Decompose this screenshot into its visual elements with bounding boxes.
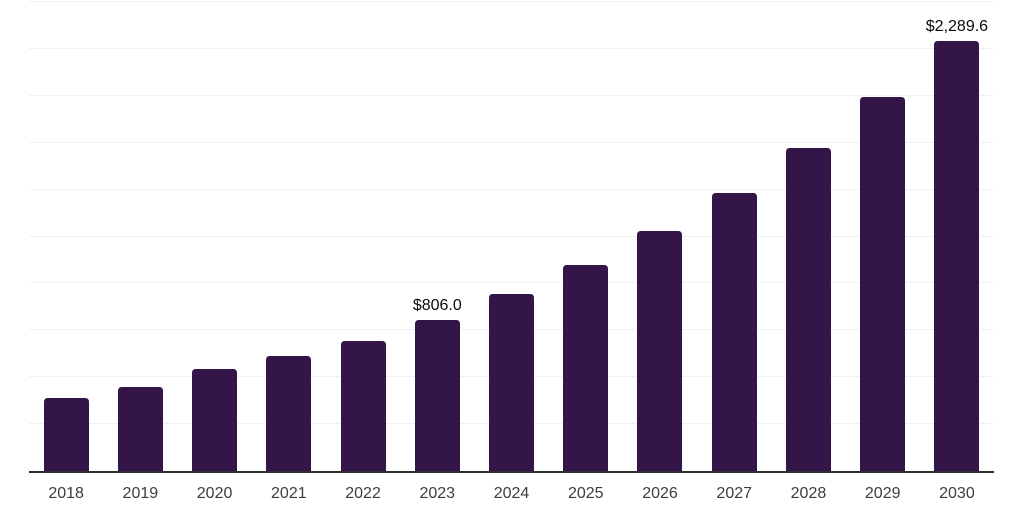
bar-slot-2026 <box>623 2 697 471</box>
x-tick-2029: 2029 <box>864 485 901 502</box>
x-axis: 2018 2019 2020 2021 2022 2023 2024 2025 2026 2027… <box>29 473 994 502</box>
x-tick-2022: 2022 <box>345 485 381 502</box>
gridline-1250 <box>29 235 994 237</box>
x-tick-2025: 2025 <box>567 485 604 502</box>
bar-slot-2019 <box>103 2 177 471</box>
bar-2022 <box>340 341 386 471</box>
x-tick-2019: 2019 <box>122 485 159 502</box>
data-label-2023: $806.0 <box>412 296 462 314</box>
bar-2027 <box>711 192 757 471</box>
bar-2030 <box>934 41 980 471</box>
x-tick-2028: 2028 <box>790 485 827 502</box>
x-tick-2020: 2020 <box>196 485 233 502</box>
bar-2028 <box>785 147 831 471</box>
bar-2018 <box>43 397 89 471</box>
x-tick-2030: 2030 <box>939 485 975 502</box>
bar-slot-2024 <box>474 2 548 471</box>
x-tick-2024: 2024 <box>493 485 530 502</box>
x-tick-2018: 2018 <box>48 485 84 502</box>
bar-2019 <box>117 386 163 471</box>
bar-2023 <box>414 319 460 471</box>
bar-slot-2018 <box>29 2 103 471</box>
bar-2021 <box>266 356 312 471</box>
bar-2024 <box>489 294 535 471</box>
gridline-2250 <box>29 47 994 49</box>
gridline-2500 <box>29 1 994 2</box>
gridline-1500 <box>29 188 994 190</box>
bar-slot-2022 <box>326 2 400 471</box>
bar-slot-2028 <box>771 2 845 471</box>
bar-slot-2029 <box>846 2 920 471</box>
bar-2025 <box>563 265 609 471</box>
bars-row: $806.0 $2,289.6 <box>29 2 994 471</box>
plot-area: $806.0 $2,289.6 <box>29 1 994 473</box>
bar-slot-2027 <box>697 2 771 471</box>
bar-slot-2021 <box>252 2 326 471</box>
x-tick-2026: 2026 <box>642 485 678 502</box>
gridline-1000 <box>29 282 994 284</box>
gridline-1750 <box>29 141 994 143</box>
bar-slot-2025 <box>549 2 623 471</box>
x-tick-2023: 2023 <box>419 485 456 502</box>
x-tick-2027: 2027 <box>716 485 753 502</box>
bar-slot-2023: $806.0 <box>400 2 474 471</box>
bar-2029 <box>860 96 906 471</box>
bar-2026 <box>637 231 683 471</box>
bar-2020 <box>192 368 238 471</box>
gridline-2000 <box>29 94 994 96</box>
data-label-2030: $2,289.6 <box>925 18 989 36</box>
bar-slot-2030: $2,289.6 <box>920 2 994 471</box>
bar-slot-2020 <box>177 2 251 471</box>
x-tick-2021: 2021 <box>271 485 307 502</box>
